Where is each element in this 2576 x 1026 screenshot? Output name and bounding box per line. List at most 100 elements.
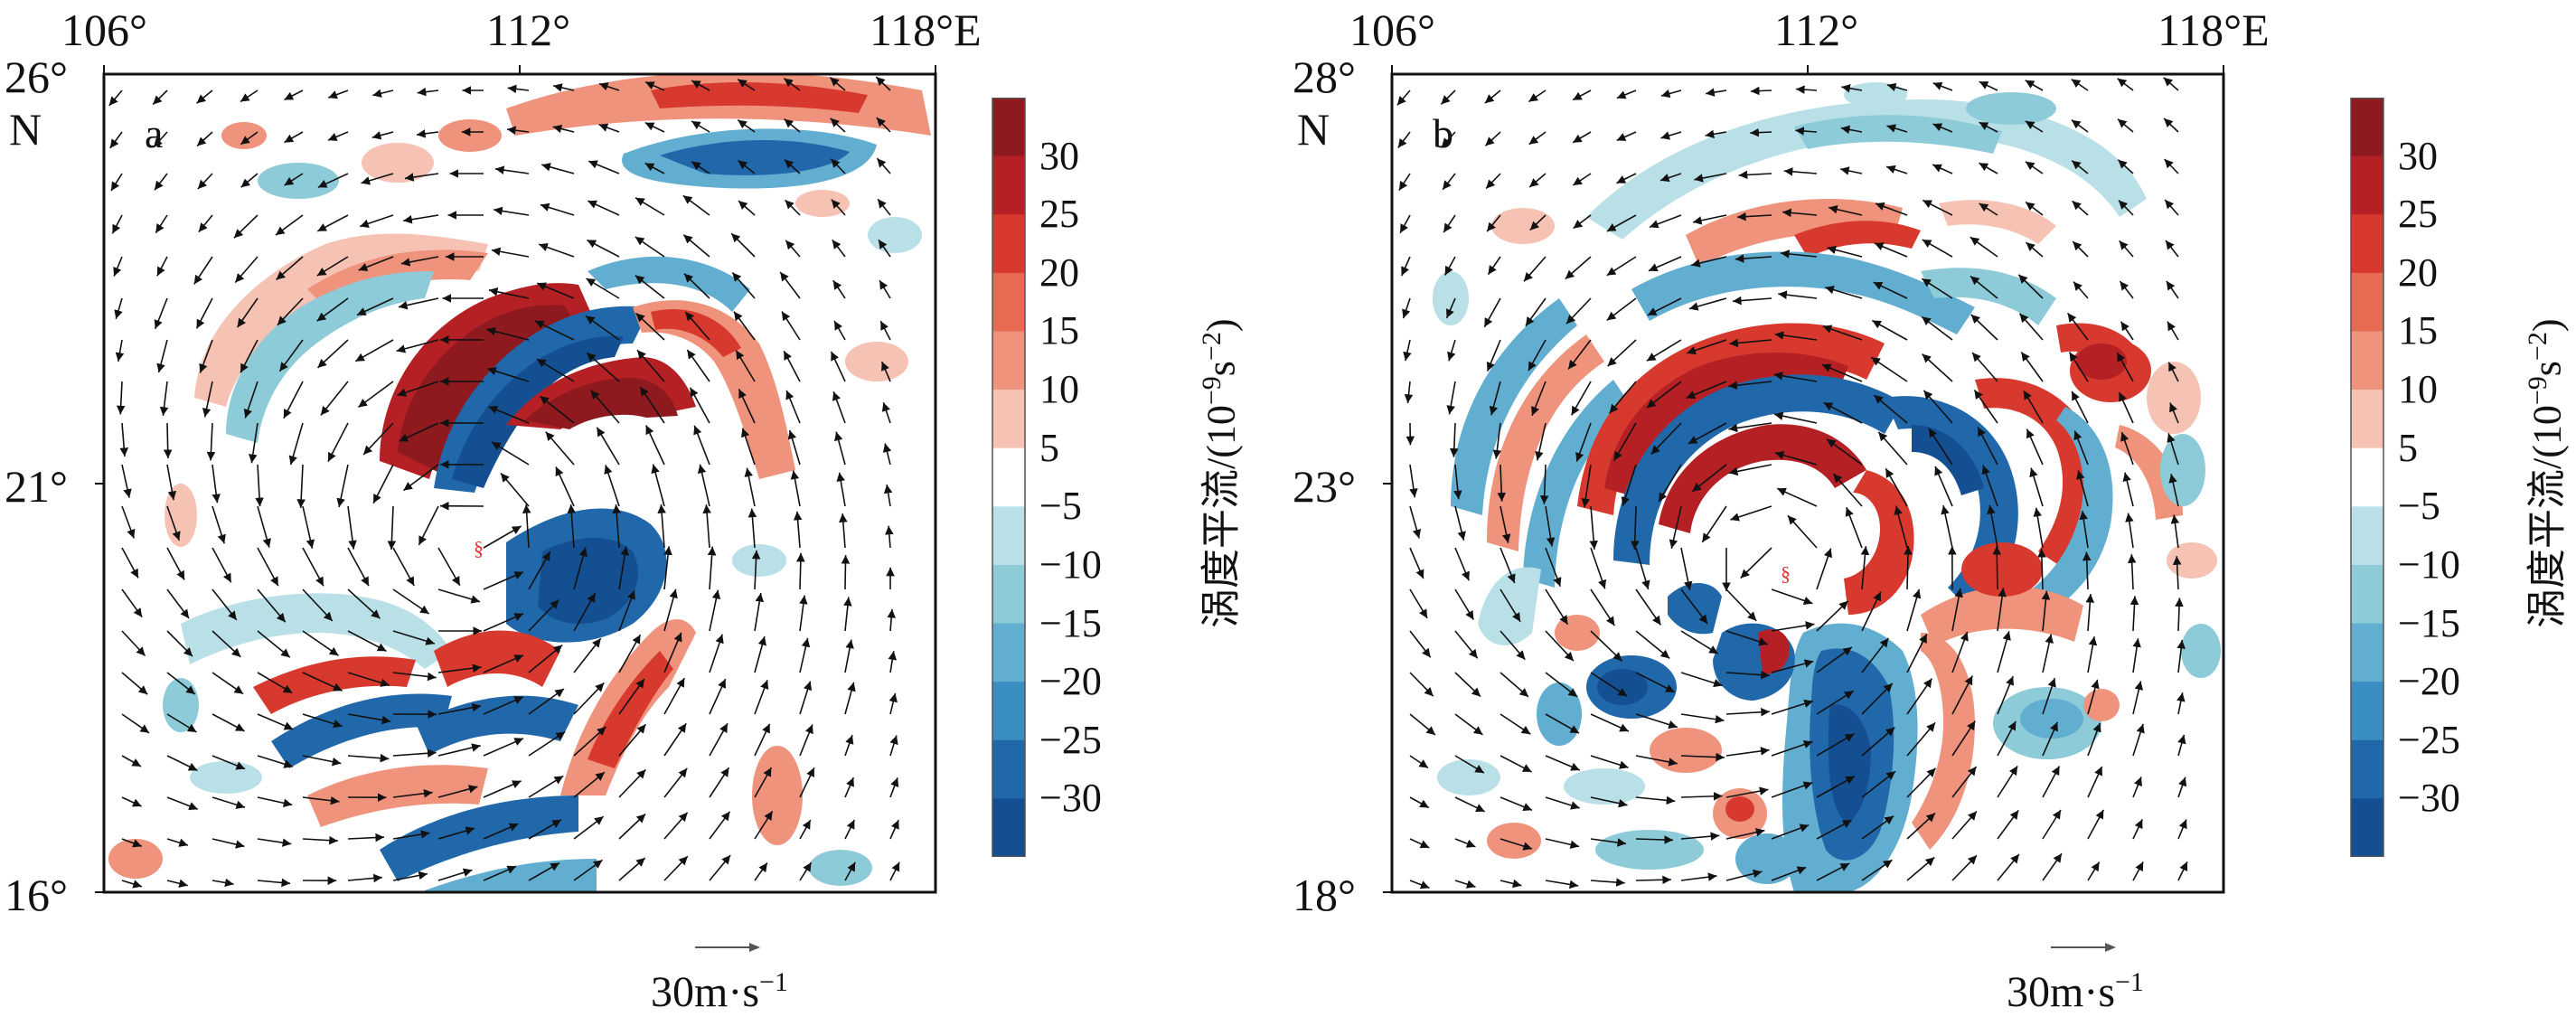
wind-vector-arrow [663, 722, 687, 757]
wind-vector-arrow [1861, 682, 1894, 715]
wind-vector-arrow [494, 206, 530, 216]
colorbar-segment [992, 155, 1025, 215]
wind-vector-arrow [240, 339, 259, 373]
wind-vector-arrow [418, 505, 439, 546]
wind-vector-arrow [402, 464, 439, 492]
wind-vector-arrow [635, 197, 665, 216]
wind-vector-arrow [1686, 381, 1727, 400]
wind-vector-arrow [796, 552, 805, 590]
wind-vector-arrow [1816, 646, 1853, 673]
wind-vector-arrow [875, 76, 891, 91]
wind-vector-arrow [1736, 212, 1772, 221]
wind-vector-arrow [347, 753, 390, 763]
wind-vector-arrow [1545, 755, 1581, 771]
wind-vector-arrow [1934, 466, 1953, 507]
wind-vector-arrow [1725, 747, 1770, 757]
wind-vector-arrow [663, 812, 689, 840]
wind-vector-arrow [618, 634, 642, 673]
wind-vector-arrow [494, 165, 530, 174]
lon-tick-112: 112° [486, 5, 571, 55]
wind-vector-arrow [1409, 588, 1428, 619]
colorbar-tick-label: 10 [2398, 367, 2438, 412]
wind-vector-arrow [257, 630, 291, 658]
wind-vector-arrow [844, 639, 854, 673]
wind-vector-arrow [327, 131, 349, 141]
wind-vector-arrow [567, 504, 577, 549]
colorbar-tick-label: −20 [2398, 659, 2460, 704]
wind-vector-arrow [693, 425, 710, 466]
colorbar-tick-label: −10 [1039, 541, 1102, 587]
wind-vector-arrow [1635, 835, 1674, 844]
wind-vector-arrow [528, 775, 564, 798]
wind-vector-arrow [799, 861, 813, 881]
wind-vector-arrow [417, 87, 439, 97]
wind-vector-arrow [709, 634, 724, 673]
wind-vector-arrow [1979, 202, 1998, 216]
wind-vector-arrow [888, 692, 898, 715]
wind-vector-arrow [1725, 707, 1770, 717]
wind-vector-arrow [635, 236, 665, 258]
wind-vector-arrow [754, 635, 767, 673]
wind-vector-arrow [1659, 173, 1682, 183]
wind-vector-arrow [2042, 766, 2061, 798]
wind-vector-arrow [108, 89, 123, 107]
wind-vector-arrow [781, 311, 801, 341]
wind-vector-arrow [491, 247, 530, 258]
wind-vector-arrow [121, 464, 132, 498]
wind-vector-arrow [737, 79, 756, 91]
wind-vector-arrow [573, 815, 605, 840]
wind-vector-arrow [155, 214, 168, 234]
wind-vector-arrow [522, 504, 531, 549]
wind-vector-arrow [166, 630, 193, 657]
wind-vector-arrow [754, 862, 768, 881]
wind-vector-arrow [234, 256, 259, 284]
wind-vector-arrow [202, 381, 213, 418]
wind-vector-arrow [1572, 89, 1592, 101]
wind-vector-arrow [113, 256, 123, 277]
colorbar-tick-label: −20 [1039, 659, 1102, 704]
wind-vector-arrow [506, 126, 530, 135]
wind-vector-arrow [399, 422, 439, 442]
wind-vector-arrow [1688, 422, 1727, 445]
wind-vector-arrow [1454, 630, 1479, 659]
wind-vector-arrow [879, 320, 891, 341]
wind-vector-arrow [731, 271, 756, 299]
wind-vector-arrow [1845, 506, 1863, 549]
wind-vector-arrow [737, 119, 756, 133]
wind-vector-arrow [1941, 504, 1953, 549]
reference-vector-label: 30m·s−1 [651, 967, 788, 1016]
colorbar-tick-label: 10 [1039, 367, 1079, 412]
wind-vector-arrow [639, 386, 665, 424]
colorbar-segment [2351, 506, 2383, 566]
wind-vector-arrow [2125, 513, 2134, 549]
wind-vector-arrow [1923, 390, 1953, 424]
wind-vector-arrow [1906, 678, 1933, 715]
wind-vector-arrow [1706, 88, 1727, 97]
wind-vector-arrow [359, 214, 394, 228]
wind-vector-arrow [1771, 866, 1807, 881]
colorbar-tick-label: 20 [2398, 249, 2438, 295]
wind-vector-arrow [236, 297, 259, 328]
wind-vector-arrow [1454, 505, 1466, 541]
wind-vector-arrow [1500, 505, 1511, 543]
colorbar-segment [992, 564, 1025, 625]
wind-vector-arrow [1446, 381, 1456, 415]
wind-vector-arrow [283, 381, 304, 419]
wind-vector-arrow [1732, 296, 1772, 306]
wind-vector-arrow [1565, 297, 1592, 325]
wind-vector-arrow [275, 214, 304, 236]
colorbar-segment [2351, 798, 2383, 857]
wind-vector-arrow [212, 878, 234, 888]
wind-vector-arrow [889, 777, 899, 798]
wind-vector-arrow [2033, 507, 2044, 549]
wind-vector-arrow [1951, 675, 1974, 715]
wind-vector-arrow [2177, 734, 2186, 757]
wind-vector-arrow [1454, 713, 1483, 736]
wind-vector-arrow [212, 838, 245, 849]
wind-vector-arrow [2167, 362, 2179, 382]
wind-vector-arrow [1616, 131, 1637, 142]
wind-vector-arrow [645, 425, 665, 466]
wind-vector-arrow [663, 632, 682, 673]
wind-vector-arrow [1821, 363, 1863, 382]
wind-vector-arrow [206, 422, 216, 461]
